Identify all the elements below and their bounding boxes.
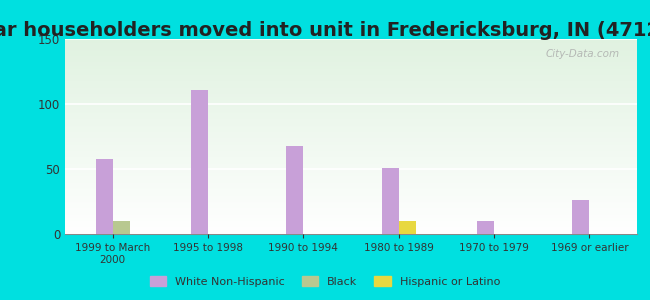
Bar [477, 221, 494, 234]
Text: City-Data.com: City-Data.com [546, 49, 620, 59]
Bar [382, 168, 398, 234]
Bar [96, 159, 112, 234]
Bar [572, 200, 590, 234]
Bar [112, 221, 130, 234]
Bar [398, 221, 416, 234]
Text: Year householders moved into unit in Fredericksburg, IN (47120): Year householders moved into unit in Fre… [0, 21, 650, 40]
Bar [191, 90, 208, 234]
Legend: White Non-Hispanic, Black, Hispanic or Latino: White Non-Hispanic, Black, Hispanic or L… [146, 272, 504, 291]
Bar [286, 146, 304, 234]
